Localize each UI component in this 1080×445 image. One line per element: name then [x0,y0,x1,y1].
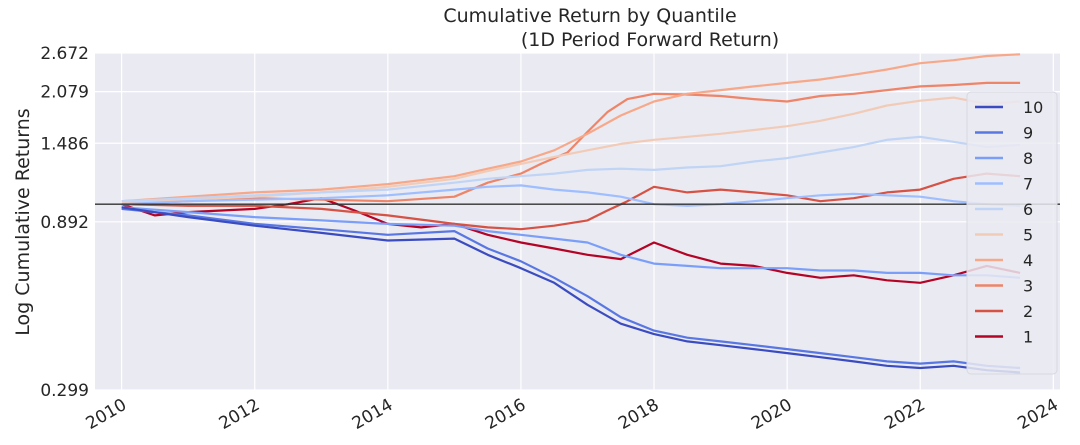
legend-label: 3 [1023,277,1033,296]
x-tick-label: 2018 [615,395,662,434]
x-tick-label: 2014 [349,395,396,434]
chart-title: Cumulative Return by Quantile [443,5,736,27]
chart-subtitle: (1D Period Forward Return) [521,29,779,51]
y-axis-label: Log Cumulative Returns [12,108,34,335]
x-tick-label: 2024 [1014,395,1061,434]
y-tick-label: 0.892 [40,213,89,233]
legend-label: 5 [1023,226,1033,245]
y-tick-label: 0.299 [40,381,89,401]
y-tick-label: 1.486 [40,134,89,154]
legend-label: 2 [1023,302,1033,321]
series-line-10 [121,206,1021,374]
series-lines [121,53,1021,374]
legend-label: 8 [1023,149,1033,168]
legend-label: 1 [1023,328,1033,347]
x-tick-label: 2020 [748,395,795,434]
x-tick-label: 2010 [83,395,130,434]
x-tick-label: 2012 [216,395,263,434]
series-line-9 [121,207,1021,370]
x-axis-ticks: 2010 2012 2014 2016 2018 2020 2022 2024 [83,395,1062,434]
series-line-6 [121,135,1021,203]
series-line-3 [121,81,1021,206]
y-tick-label: 2.079 [40,83,89,103]
y-tick-label: 2.672 [40,44,89,64]
legend-label: 7 [1023,175,1033,194]
series-line-2 [121,172,1021,231]
series-line-8 [121,206,1021,279]
legend-label: 9 [1023,124,1033,143]
legend-box [966,91,1058,375]
series-line-4 [121,53,1021,203]
legend-label: 6 [1023,200,1033,219]
legend: 10 9 8 7 6 5 4 3 2 1 [966,91,1058,375]
x-tick-label: 2016 [482,395,529,434]
y-axis-ticks: 0.299 0.892 1.486 2.079 2.672 [40,44,89,401]
x-tick-label: 2022 [881,395,928,434]
series-line-5 [121,96,1021,204]
legend-label: 4 [1023,251,1033,270]
legend-label: 10 [1023,98,1043,117]
